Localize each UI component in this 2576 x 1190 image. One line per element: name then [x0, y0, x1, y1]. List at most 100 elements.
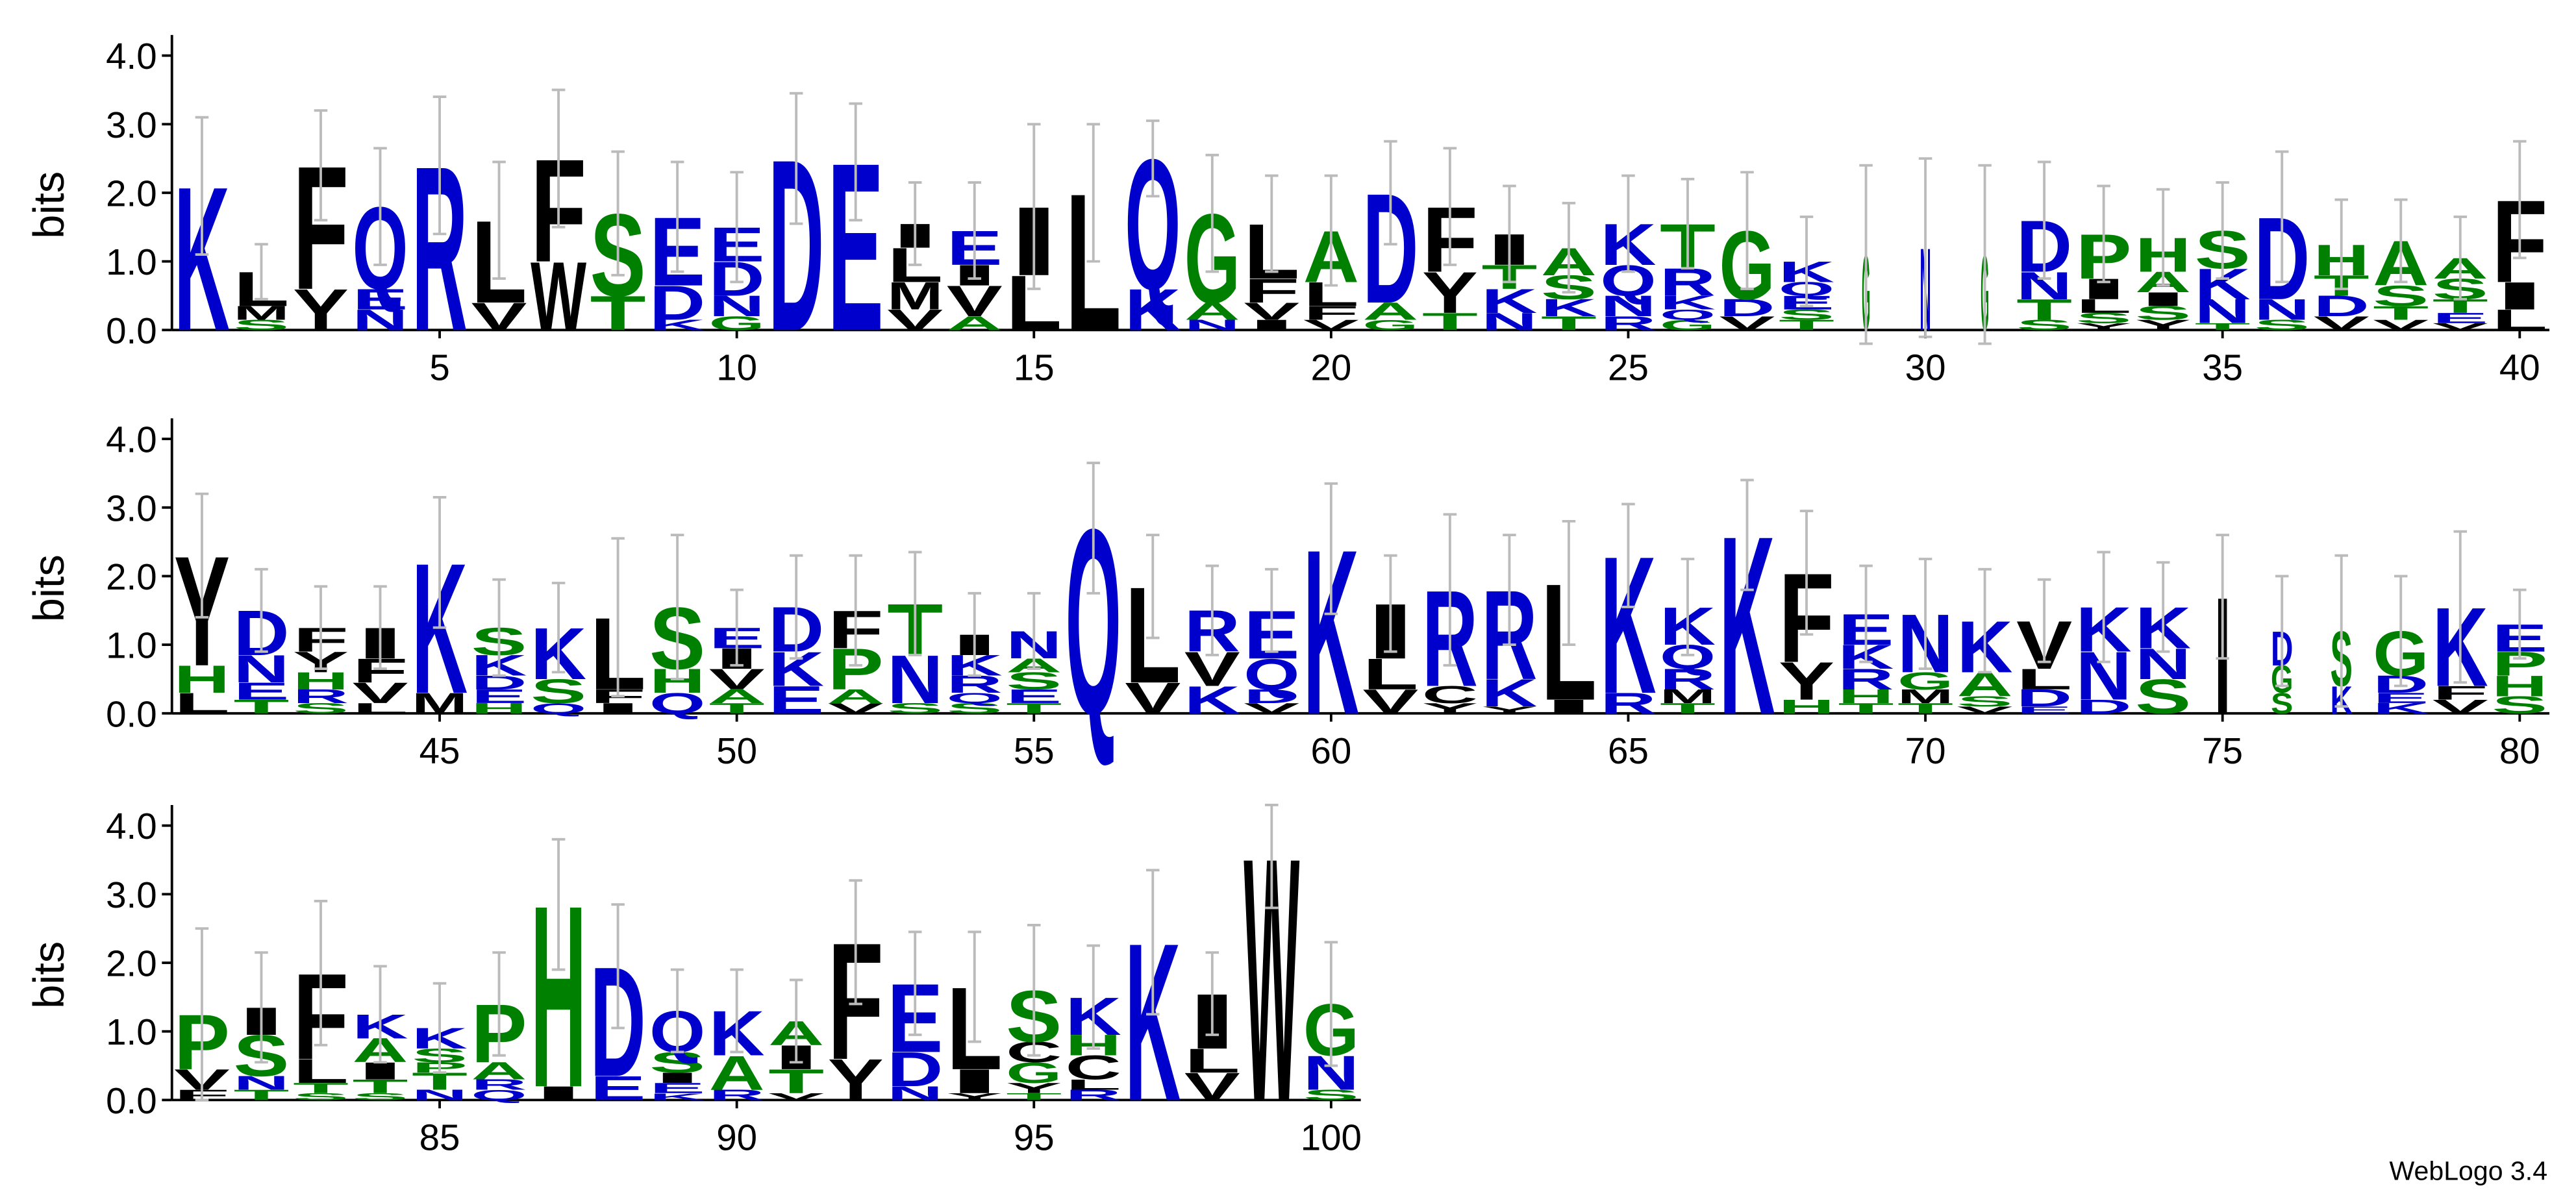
logo-letter: V	[1957, 704, 2013, 715]
logo-letter: T	[1541, 312, 1597, 334]
logo-letter: M	[1660, 686, 1716, 708]
error-bar	[2513, 140, 2527, 260]
logo-letter: Y	[2076, 321, 2132, 332]
error-bar	[2037, 160, 2051, 280]
logo-letter: Q	[1244, 650, 1299, 699]
logo-letter: C	[1066, 1048, 1121, 1087]
x-tick-label: 100	[1301, 1117, 1362, 1158]
y-tick-label: 3.0	[106, 105, 157, 145]
error-bar	[908, 181, 922, 266]
logo-letter: D	[1244, 686, 1299, 708]
logo-letter: R	[471, 1076, 527, 1093]
logo-letter: K	[1481, 671, 1537, 715]
logo-letter: N	[1481, 308, 1537, 335]
y-tick-label: 1.0	[106, 242, 157, 282]
logo-letter: V	[1184, 1065, 1240, 1108]
error-bar	[492, 951, 506, 1057]
logo-letter: N	[709, 290, 765, 323]
error-bar	[908, 551, 922, 656]
error-bar	[1384, 140, 1397, 246]
x-tick-label: 10	[716, 347, 757, 388]
error-bar	[2216, 181, 2229, 280]
error-bar	[1086, 123, 1101, 263]
logo-letter: T	[2373, 302, 2429, 324]
error-bar	[2334, 554, 2348, 708]
y-tick-label: 4.0	[106, 806, 157, 847]
x-tick-label: 35	[2202, 347, 2243, 388]
error-bar	[255, 951, 268, 1064]
error-bar	[1324, 482, 1338, 615]
logo-letter: K	[1541, 294, 1597, 321]
logo-letter: G	[1897, 667, 1953, 695]
logo-letter: S	[947, 700, 1003, 716]
logo-letter: I	[2135, 288, 2191, 310]
logo-letter: T	[709, 700, 765, 717]
logo-letter: V	[768, 1091, 824, 1102]
logo-letter: H	[2492, 670, 2547, 703]
error-bar	[2453, 216, 2468, 301]
logo-letter: R	[1660, 663, 1716, 696]
x-tick-label: 30	[1905, 347, 1946, 388]
error-bar	[1086, 462, 1101, 595]
error-bar	[1621, 174, 1635, 273]
x-tick-label: 50	[716, 730, 757, 771]
error-bar	[314, 899, 328, 1047]
logo-letter: E	[590, 1069, 646, 1108]
logo-letter: L	[174, 687, 230, 720]
logo-letter: F	[2432, 682, 2488, 704]
logo-letter: W	[531, 242, 586, 351]
error-bar	[1562, 519, 1576, 647]
logo-letter: T	[233, 1087, 289, 1103]
error-bar	[1324, 174, 1338, 287]
logo-letter: L	[1066, 1076, 1121, 1093]
logo-letter: T	[768, 1062, 824, 1100]
logo-letter: D	[649, 276, 705, 330]
logo-letter: Y	[1006, 1080, 1062, 1096]
logo-letter: T	[1422, 308, 1478, 335]
error-bar	[373, 147, 387, 266]
logo-letter: N	[887, 1082, 943, 1104]
logo-letter: V	[2314, 312, 2370, 334]
logo-letter: V	[947, 277, 1003, 326]
y-tick-label: 2.0	[106, 556, 157, 597]
error-bar	[1740, 171, 1754, 290]
error-bar	[1027, 923, 1041, 1057]
error-bar	[789, 554, 803, 660]
logo-letter: D	[887, 1043, 943, 1097]
error-bar	[968, 181, 982, 280]
x-tick-label: 65	[1608, 730, 1649, 771]
logo-letter: T	[1779, 317, 1834, 333]
logo-letter: I	[947, 1062, 1003, 1100]
error-bar	[432, 95, 447, 236]
logo-letter: Y	[293, 277, 349, 343]
logo-letter: K	[1184, 678, 1240, 722]
logo-letter: V	[2373, 317, 2429, 333]
x-tick-label: 25	[1608, 347, 1649, 388]
logo-letter: R	[1838, 663, 1894, 696]
logo-letter: S	[2254, 317, 2310, 333]
logo-letter: V	[1244, 298, 1299, 325]
error-bar	[730, 968, 744, 1054]
error-bar	[2037, 578, 2051, 663]
logo-letter: A	[471, 1057, 527, 1084]
logo-letter: Y	[1422, 700, 1478, 716]
error-bar	[1562, 201, 1576, 294]
logo-letter: L	[2076, 295, 2132, 317]
logo-letter: V	[1125, 673, 1181, 723]
logo-letter: T	[1897, 700, 1953, 717]
error-bar	[968, 930, 982, 1043]
y-tick-label: 0.0	[106, 1080, 157, 1121]
logo-letter: R	[293, 686, 349, 708]
logo-letter: T	[1838, 700, 1894, 717]
error-bar	[2156, 188, 2170, 287]
error-bar	[1086, 944, 1101, 1050]
logo-letter: T	[590, 286, 646, 340]
logo-letter: V	[353, 676, 408, 710]
logo-letter: A	[1184, 297, 1240, 325]
error-bar	[670, 968, 684, 1054]
logo-letter: A	[828, 686, 884, 708]
logo-letter: E	[2373, 689, 2429, 706]
error-bar	[1146, 869, 1160, 1016]
logo-letter: G	[1660, 317, 1716, 333]
